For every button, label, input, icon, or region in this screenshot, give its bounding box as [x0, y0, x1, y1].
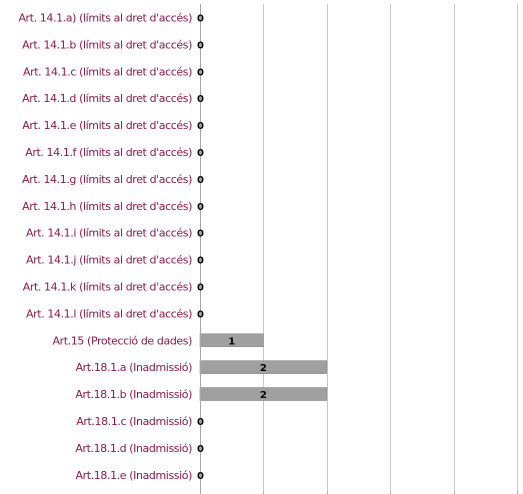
- category-label: Art.18.1.d (Inadmissió): [75, 442, 192, 455]
- category-label: Art. 14.1.d (límits al dret d'accés): [22, 92, 192, 105]
- data-label: 0: [197, 40, 204, 51]
- category-labels: Art. 14.1.a) (límits al dret d'accés) Art…: [18, 11, 192, 481]
- data-label: 0: [197, 229, 204, 240]
- data-label: 0: [197, 94, 204, 105]
- data-label: 2: [260, 390, 267, 401]
- data-label: 0: [197, 67, 204, 78]
- category-label: Art. 14.1.l (límits al dret d'accés): [26, 307, 192, 320]
- data-label: 0: [197, 417, 204, 428]
- data-label: 0: [197, 256, 204, 267]
- category-label: Art. 14.1.i (límits al dret d'accés): [26, 227, 192, 240]
- category-label: Art. 14.1.c (límits al dret d'accés): [23, 65, 192, 78]
- data-label: 2: [260, 363, 267, 374]
- category-label: Art. 14.1.h (límits al dret d'accés): [22, 200, 192, 213]
- category-label: Art.15 (Protecció de dades): [53, 334, 193, 347]
- data-labels: 0 0 0 0 0 0 0 0 0 0 0 0 1 2 2 0 0 0: [197, 13, 267, 481]
- data-label: 0: [197, 282, 204, 293]
- data-label: 0: [197, 309, 204, 320]
- data-label: 0: [197, 202, 204, 213]
- category-label: Art. 14.1.e (límits al dret d'accés): [22, 119, 192, 132]
- category-label: Art. 14.1.g (límits al dret d'accés): [22, 173, 192, 186]
- data-label: 1: [228, 336, 235, 347]
- category-label: Art.18.1.c (Inadmissió): [76, 415, 192, 428]
- data-label: 0: [197, 13, 204, 24]
- data-label: 0: [197, 121, 204, 132]
- category-label: Art.18.1.e (Inadmissió): [76, 469, 193, 482]
- data-label: 0: [197, 175, 204, 186]
- data-label: 0: [197, 444, 204, 455]
- category-label: Art. 14.1.j (límits al dret d'accés): [26, 254, 192, 267]
- category-label: Art.18.1.b (Inadmissió): [75, 388, 192, 401]
- gridlines: [263, 4, 518, 492]
- axes: [200, 4, 518, 494]
- data-label: 0: [197, 471, 204, 482]
- category-label: Art. 14.1.k (límits al dret d'accés): [23, 280, 192, 293]
- category-label: Art. 14.1.b (límits al dret d'accés): [22, 38, 192, 51]
- category-label: Art.18.1.a (Inadmissió): [76, 361, 193, 374]
- data-label: 0: [197, 148, 204, 159]
- bars: [199, 333, 328, 401]
- category-label: Art. 14.1.f (límits al dret d'accés): [25, 146, 192, 159]
- category-label: Art. 14.1.a) (límits al dret d'accés): [18, 11, 192, 24]
